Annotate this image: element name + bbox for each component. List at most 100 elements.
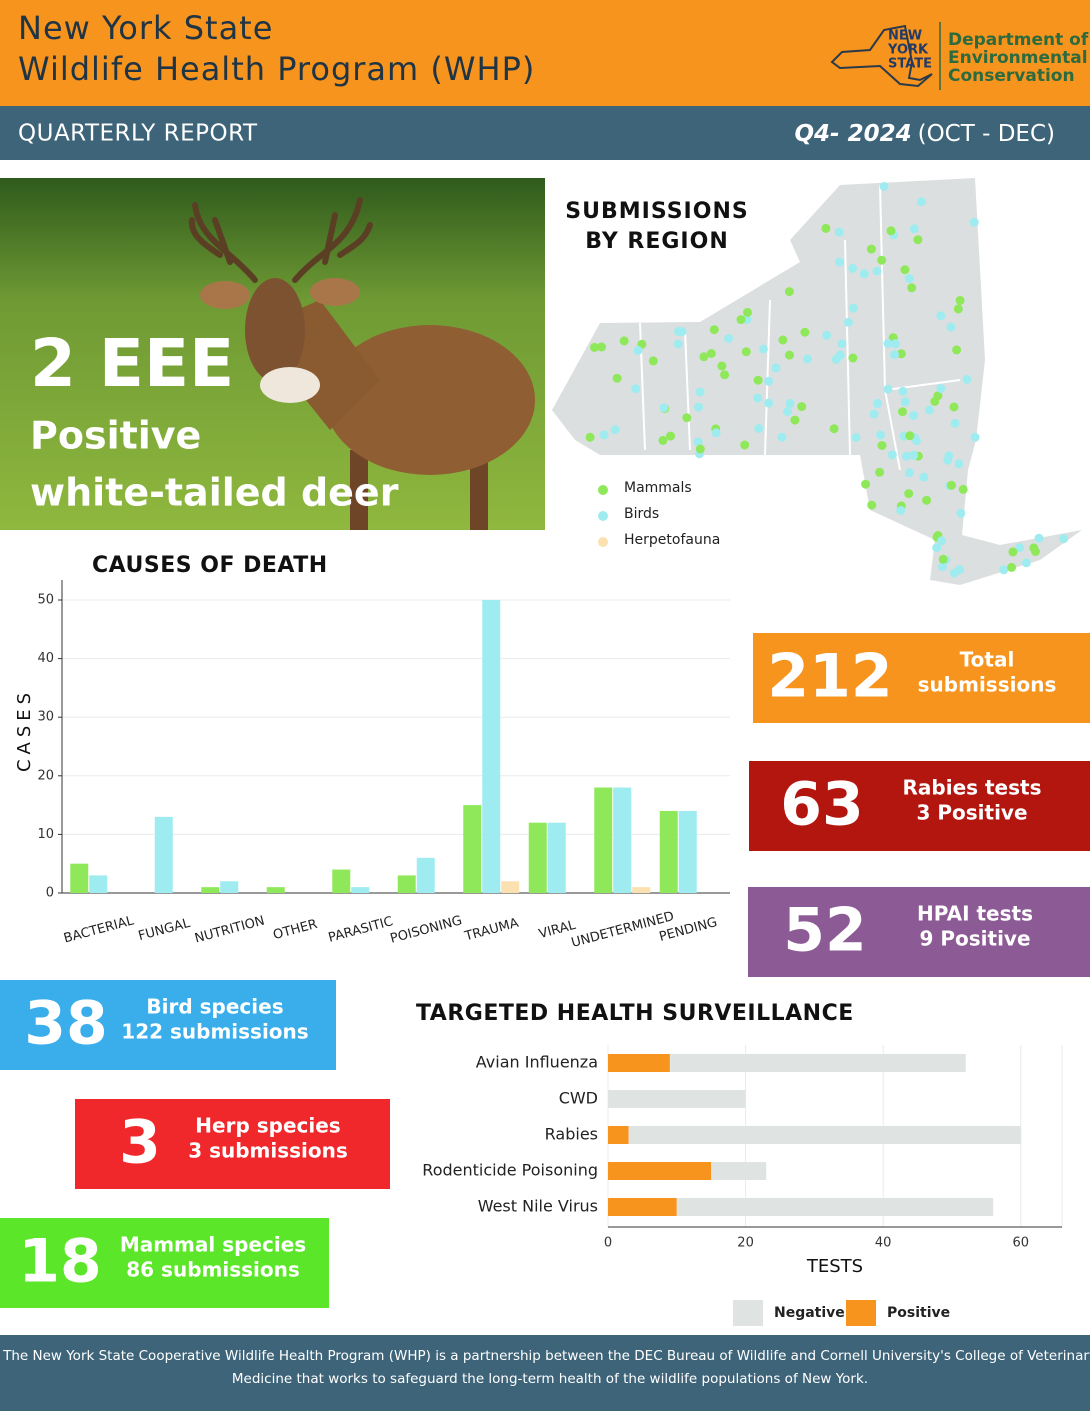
map-dot xyxy=(962,374,972,384)
map-dot xyxy=(803,354,812,364)
map-dot xyxy=(917,197,926,207)
map-dot xyxy=(851,433,861,442)
map-dot xyxy=(887,450,897,460)
map-title: BY REGION xyxy=(585,229,728,254)
map-dot xyxy=(658,435,668,445)
deer-antlers xyxy=(188,197,373,283)
map-dot xyxy=(872,266,882,276)
map-dot xyxy=(610,425,620,435)
y-tick-label: CWD xyxy=(559,1089,598,1108)
bar xyxy=(70,863,89,893)
map-dot xyxy=(666,431,675,441)
map-dot xyxy=(909,450,919,460)
legend-swatch xyxy=(598,511,608,521)
map-dot xyxy=(711,428,721,438)
map-dot xyxy=(706,349,716,358)
map-dot xyxy=(821,223,831,233)
map-dot xyxy=(909,411,919,420)
x-tick-label: POISONING xyxy=(389,913,464,947)
period-months: (OCT - DEC) xyxy=(918,121,1055,147)
y-tick-label: Rodenticide Poisoning xyxy=(422,1161,598,1180)
logo-state: NEW xyxy=(888,29,922,44)
bar-segment xyxy=(676,1198,994,1216)
stat-label: 86 submissions xyxy=(126,1258,300,1282)
map-dot xyxy=(800,327,810,337)
legend-label: Herpetofauna xyxy=(624,532,720,548)
bar xyxy=(220,881,239,893)
map-dot xyxy=(1008,547,1018,557)
map-dot xyxy=(905,431,915,441)
feature-line: white-tailed deer xyxy=(30,471,399,515)
map-dot xyxy=(919,472,929,482)
map-dot xyxy=(753,375,763,385)
bar xyxy=(528,822,547,893)
map-dot xyxy=(1015,543,1025,553)
header-band xyxy=(0,0,1090,106)
header-title: New York State xyxy=(18,9,273,47)
x-tick-label: TRAUMA xyxy=(462,916,520,945)
map-dot xyxy=(938,562,947,572)
map-dot xyxy=(872,398,882,408)
deer-illustration xyxy=(188,197,535,530)
header-title: Wildlife Health Program (WHP) xyxy=(18,50,535,88)
map-dot xyxy=(969,217,979,227)
map-dot xyxy=(954,459,964,469)
bar-segment xyxy=(608,1198,677,1216)
map-dot xyxy=(970,432,980,442)
map-dot xyxy=(720,370,730,380)
x-tick-label: 60 xyxy=(1012,1236,1029,1251)
map-dot xyxy=(659,403,669,413)
map-dot xyxy=(922,495,932,505)
map-dot xyxy=(890,350,899,360)
bar-segment xyxy=(711,1162,767,1180)
map-dot xyxy=(869,409,879,419)
legend-label: Positive xyxy=(887,1305,950,1321)
map-dot xyxy=(590,342,599,352)
stat-label: 3 Positive xyxy=(916,801,1027,825)
map-dot xyxy=(699,352,709,362)
map-dot xyxy=(834,257,844,267)
legend-swatch xyxy=(846,1300,876,1326)
map-dot xyxy=(785,350,794,360)
footer-text: Medicine that works to safeguard the lon… xyxy=(232,1371,868,1387)
stat-label: Bird species xyxy=(146,995,283,1019)
y-tick-label: 10 xyxy=(37,827,54,842)
map-dot xyxy=(956,508,966,518)
bar xyxy=(266,887,285,893)
logo-agency: Conservation xyxy=(948,66,1075,86)
bar-segment xyxy=(628,1126,1021,1144)
map-dot xyxy=(946,322,956,332)
map-dot xyxy=(907,283,917,293)
map-dot xyxy=(835,350,845,360)
bar xyxy=(89,875,108,893)
map-dot xyxy=(901,451,911,461)
map-dot xyxy=(695,387,705,397)
map-dot xyxy=(693,437,703,447)
map-dot xyxy=(843,317,853,327)
bar xyxy=(632,887,651,893)
map-dot xyxy=(848,303,858,313)
map-dot xyxy=(822,330,832,340)
bar xyxy=(501,881,520,893)
deer-ear xyxy=(310,278,360,306)
legend-swatch xyxy=(733,1300,763,1326)
stat-label: 122 submissions xyxy=(121,1020,308,1044)
banner-period: Q4- 2024 (OCT - DEC) xyxy=(794,121,1055,147)
stat-number: 3 xyxy=(119,1108,161,1178)
logo-state: STATE xyxy=(888,57,932,72)
map-dot xyxy=(936,311,946,321)
bar xyxy=(547,822,566,893)
stat-label: 3 submissions xyxy=(188,1139,348,1163)
map-dot xyxy=(597,342,607,352)
logo-state-outline xyxy=(830,24,933,88)
x-tick-label: OTHER xyxy=(271,917,319,943)
map-dot xyxy=(949,568,959,578)
map-dot xyxy=(896,349,906,359)
deer-leg xyxy=(470,450,488,530)
legend-label: Mammals xyxy=(624,480,692,496)
stat-box xyxy=(0,980,336,1070)
map-dot xyxy=(758,344,768,354)
deer-head xyxy=(245,278,305,382)
map-dot xyxy=(949,402,959,412)
